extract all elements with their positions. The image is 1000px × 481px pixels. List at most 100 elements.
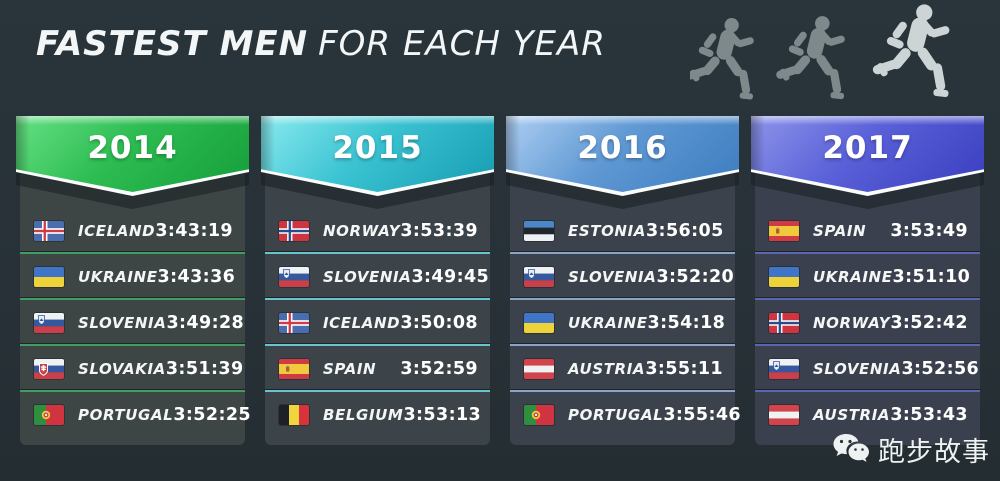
- year-banner: 2015: [261, 116, 494, 209]
- column-2015: 2015 NORWAY 3:53:39 SLOVENIA 3:49:45 ICE…: [261, 116, 494, 445]
- slovenia-flag-icon: [34, 313, 64, 333]
- table-row: SPAIN 3:52:59: [265, 346, 490, 392]
- norway-flag-icon: [769, 313, 799, 333]
- result-rows: ESTONIA 3:56:05 SLOVENIA 3:52:20 UKRAINE…: [510, 208, 741, 438]
- time-value: 3:50:08: [400, 313, 478, 333]
- country-label: AUSTRIA: [568, 360, 646, 378]
- table-row: UKRAINE 3:43:36: [20, 254, 245, 300]
- table-row: BELGIUM 3:53:13: [265, 392, 490, 438]
- time-value: 3:53:39: [400, 221, 478, 241]
- ukraine-flag-icon: [34, 267, 64, 287]
- time-value: 3:51:10: [892, 267, 971, 287]
- year-label: 2015: [332, 130, 423, 166]
- column-2014: 2014 ICELAND 3:43:19 UKRAINE 3:43:36 SLO…: [16, 116, 251, 445]
- austria-flag-icon: [524, 359, 554, 379]
- time-value: 3:49:28: [166, 313, 245, 333]
- year-label: 2016: [577, 130, 668, 166]
- estonia-flag-icon: [524, 221, 554, 241]
- table-row: ESTONIA 3:56:05: [510, 208, 735, 254]
- time-value: 3:53:49: [890, 221, 968, 241]
- year-banner: 2014: [16, 116, 249, 209]
- time-value: 3:43:19: [155, 221, 233, 241]
- table-row: AUSTRIA 3:55:11: [510, 346, 735, 392]
- year-banner: 2017: [751, 116, 984, 209]
- year-label: 2014: [87, 130, 178, 166]
- table-row: ICELAND 3:43:19: [20, 208, 245, 254]
- time-value: 3:52:25: [173, 405, 252, 425]
- table-row: ICELAND 3:50:08: [265, 300, 490, 346]
- portugal-flag-icon: [524, 405, 554, 425]
- time-value: 3:53:43: [890, 405, 968, 425]
- time-value: 3:52:56: [901, 359, 980, 379]
- table-row: SLOVENIA 3:52:20: [510, 254, 735, 300]
- austria-flag-icon: [769, 405, 799, 425]
- page-title-strong: FASTEST MEN: [36, 24, 309, 64]
- norway-flag-icon: [279, 221, 309, 241]
- watermark-label: 跑步故事: [878, 437, 990, 468]
- time-value: 3:43:36: [157, 267, 236, 287]
- country-label: UKRAINE: [78, 268, 158, 286]
- time-value: 3:56:05: [645, 221, 724, 241]
- year-columns: 2014 ICELAND 3:43:19 UKRAINE 3:43:36 SLO…: [16, 116, 984, 445]
- country-label: SLOVENIA: [568, 268, 657, 286]
- time-value: 3:49:45: [411, 267, 490, 287]
- year-label: 2017: [822, 130, 913, 166]
- iceland-flag-icon: [34, 221, 64, 241]
- portugal-flag-icon: [34, 405, 64, 425]
- country-label: SPAIN: [813, 222, 867, 240]
- page-title: FASTEST MEN FOR EACH YEAR: [36, 24, 606, 64]
- page-title-light: FOR EACH YEAR: [318, 24, 606, 64]
- table-row: PORTUGAL 3:52:25: [20, 392, 251, 438]
- year-banner: 2016: [506, 116, 739, 209]
- runner-icons: [690, 4, 951, 100]
- belgium-flag-icon: [279, 405, 309, 425]
- time-value: 3:52:42: [890, 313, 968, 333]
- table-row: UKRAINE 3:51:10: [755, 254, 980, 300]
- iceland-flag-icon: [279, 313, 309, 333]
- country-label: AUSTRIA: [813, 406, 891, 424]
- country-label: SPAIN: [323, 360, 377, 378]
- spain-flag-icon: [279, 359, 309, 379]
- country-label: SLOVENIA: [813, 360, 902, 378]
- time-value: 3:52:20: [656, 267, 735, 287]
- time-value: 3:51:39: [165, 359, 244, 379]
- slovenia-flag-icon: [524, 267, 554, 287]
- table-row: SLOVENIA 3:49:28: [20, 300, 245, 346]
- spain-flag-icon: [769, 221, 799, 241]
- wechat-icon: [833, 433, 869, 462]
- column-2017: 2017 SPAIN 3:53:49 UKRAINE 3:51:10 NORWA…: [751, 116, 984, 445]
- ukraine-flag-icon: [524, 313, 554, 333]
- time-value: 3:54:18: [647, 313, 726, 333]
- time-value: 3:52:59: [400, 359, 478, 379]
- result-rows: NORWAY 3:53:39 SLOVENIA 3:49:45 ICELAND …: [265, 208, 490, 438]
- table-row: SLOVENIA 3:49:45: [265, 254, 490, 300]
- time-value: 3:55:46: [663, 405, 742, 425]
- country-label: PORTUGAL: [568, 406, 664, 424]
- time-value: 3:55:11: [645, 359, 723, 379]
- table-row: UKRAINE 3:54:18: [510, 300, 735, 346]
- table-row: SPAIN 3:53:49: [755, 208, 980, 254]
- table-row: NORWAY 3:52:42: [755, 300, 980, 346]
- country-label: SLOVAKIA: [78, 360, 166, 378]
- country-label: ICELAND: [78, 222, 156, 240]
- table-row: SLOVAKIA 3:51:39: [20, 346, 245, 392]
- watermark: 跑步故事: [832, 430, 990, 469]
- table-row: NORWAY 3:53:39: [265, 208, 490, 254]
- country-label: PORTUGAL: [78, 406, 174, 424]
- country-label: BELGIUM: [323, 406, 404, 424]
- country-label: UKRAINE: [568, 314, 648, 332]
- time-value: 3:53:13: [403, 405, 482, 425]
- table-row: PORTUGAL 3:55:46: [510, 392, 741, 438]
- slovenia-flag-icon: [279, 267, 309, 287]
- country-label: UKRAINE: [813, 268, 893, 286]
- slovenia-flag-icon: [769, 359, 799, 379]
- column-2016: 2016 ESTONIA 3:56:05 SLOVENIA 3:52:20 UK…: [506, 116, 741, 445]
- country-label: ESTONIA: [568, 222, 646, 240]
- country-label: SLOVENIA: [323, 268, 412, 286]
- country-label: NORWAY: [813, 314, 891, 332]
- table-row: SLOVENIA 3:52:56: [755, 346, 980, 392]
- ukraine-flag-icon: [769, 267, 799, 287]
- slovakia-flag-icon: [34, 359, 64, 379]
- result-rows: ICELAND 3:43:19 UKRAINE 3:43:36 SLOVENIA…: [20, 208, 251, 438]
- result-rows: SPAIN 3:53:49 UKRAINE 3:51:10 NORWAY 3:5…: [755, 208, 980, 438]
